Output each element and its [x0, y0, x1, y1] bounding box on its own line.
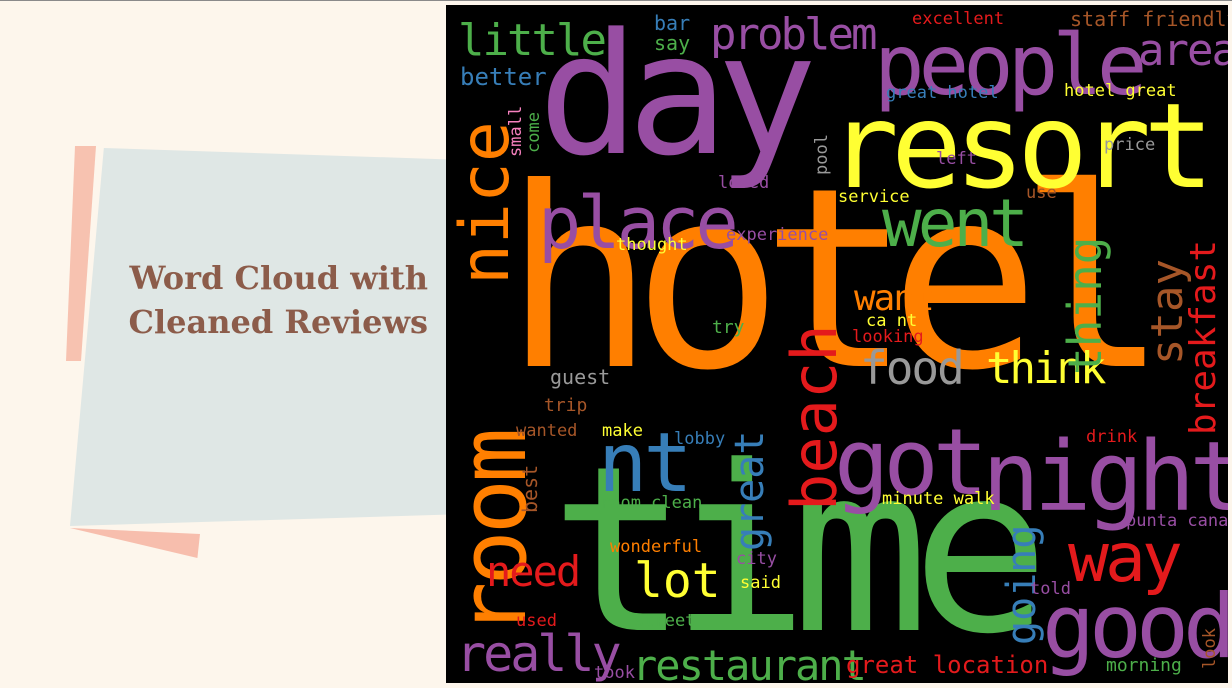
slide-title-line-2: Cleaned Reviews	[128, 303, 428, 341]
word-people: people	[874, 16, 1147, 114]
word-hotel: hotel	[504, 134, 1169, 425]
word-morning: morning	[1106, 655, 1182, 676]
word-say: say	[654, 31, 691, 55]
word-street: street	[634, 611, 696, 631]
word-lot: lot	[634, 553, 721, 609]
word-nt: nt	[598, 416, 693, 511]
word-said: said	[740, 573, 781, 593]
word-food: food	[860, 341, 965, 395]
word-small: small	[506, 105, 526, 157]
word-drink: drink	[1086, 427, 1138, 447]
word-punta-cana: punta cana	[1126, 511, 1228, 531]
word-area: area	[1138, 25, 1228, 76]
word-day: day	[538, 5, 817, 193]
word-need: need	[486, 547, 581, 596]
word-restaurant: restaurant	[632, 641, 867, 684]
title-panel	[70, 148, 446, 526]
slide-title: Word Cloud with Cleaned Reviews	[118, 256, 428, 344]
word-wanted: wanted	[516, 421, 578, 441]
word-really: really	[456, 625, 622, 683]
word-went: went	[882, 185, 1029, 262]
word-night: night	[982, 421, 1228, 533]
word-room-clean: room clean	[600, 493, 703, 513]
word-want: want	[854, 278, 935, 319]
word-great-location: great location	[846, 651, 1049, 679]
word-best: best	[518, 464, 542, 513]
word-price: price	[1104, 135, 1156, 155]
word-guest: guest	[550, 365, 611, 389]
word-bar: bar	[654, 11, 691, 35]
word-left: left	[936, 149, 977, 169]
word-room: room	[446, 431, 547, 637]
word-took: took	[594, 663, 635, 683]
word-got: got	[834, 409, 988, 516]
word-great: great	[727, 430, 773, 551]
word-resort: resort	[828, 77, 1214, 215]
word-used: used	[516, 611, 557, 631]
word-time: time	[550, 418, 1050, 683]
word-minute-walk: minute walk	[882, 489, 995, 509]
word-lobby: lobby	[674, 429, 726, 449]
word-cloud-image: hotel time day resort room nice people p…	[446, 5, 1228, 683]
word-problem: problem	[710, 9, 877, 60]
word-thing: thing	[1058, 236, 1112, 375]
word-come: come	[524, 112, 544, 153]
word-good: good	[1042, 575, 1228, 678]
word-place: place	[538, 181, 739, 265]
word-loved: loved	[718, 173, 770, 193]
word-great-hotel: great hotel	[886, 83, 999, 103]
word-breakfast: breakfast	[1183, 239, 1224, 435]
word-ca-nt: ca nt	[866, 311, 918, 331]
word-experience: experience	[726, 225, 829, 245]
word-city: city	[736, 549, 777, 569]
word-trip: trip	[544, 395, 588, 416]
word-way: way	[1068, 519, 1183, 598]
word-look: look	[1200, 628, 1220, 669]
word-hotel-great: hotel great	[1064, 81, 1177, 101]
word-thought: thought	[616, 235, 688, 255]
word-excellent: excellent	[912, 9, 1005, 29]
slide-title-line-1: Word Cloud with	[129, 259, 428, 297]
word-pool: pool	[812, 134, 832, 175]
word-beach: beach	[778, 324, 851, 511]
word-better: better	[460, 63, 547, 91]
word-service: service	[838, 187, 910, 207]
word-wonderful: wonderful	[610, 537, 703, 557]
word-try: try	[712, 317, 745, 338]
word-told: told	[1030, 579, 1071, 599]
word-think: think	[986, 343, 1106, 394]
word-little: little	[458, 15, 607, 66]
word-use: use	[1026, 183, 1057, 203]
word-staff-friendly: staff friendly	[1070, 7, 1228, 31]
word-looking: looking	[852, 327, 924, 347]
word-make: make	[602, 421, 643, 441]
